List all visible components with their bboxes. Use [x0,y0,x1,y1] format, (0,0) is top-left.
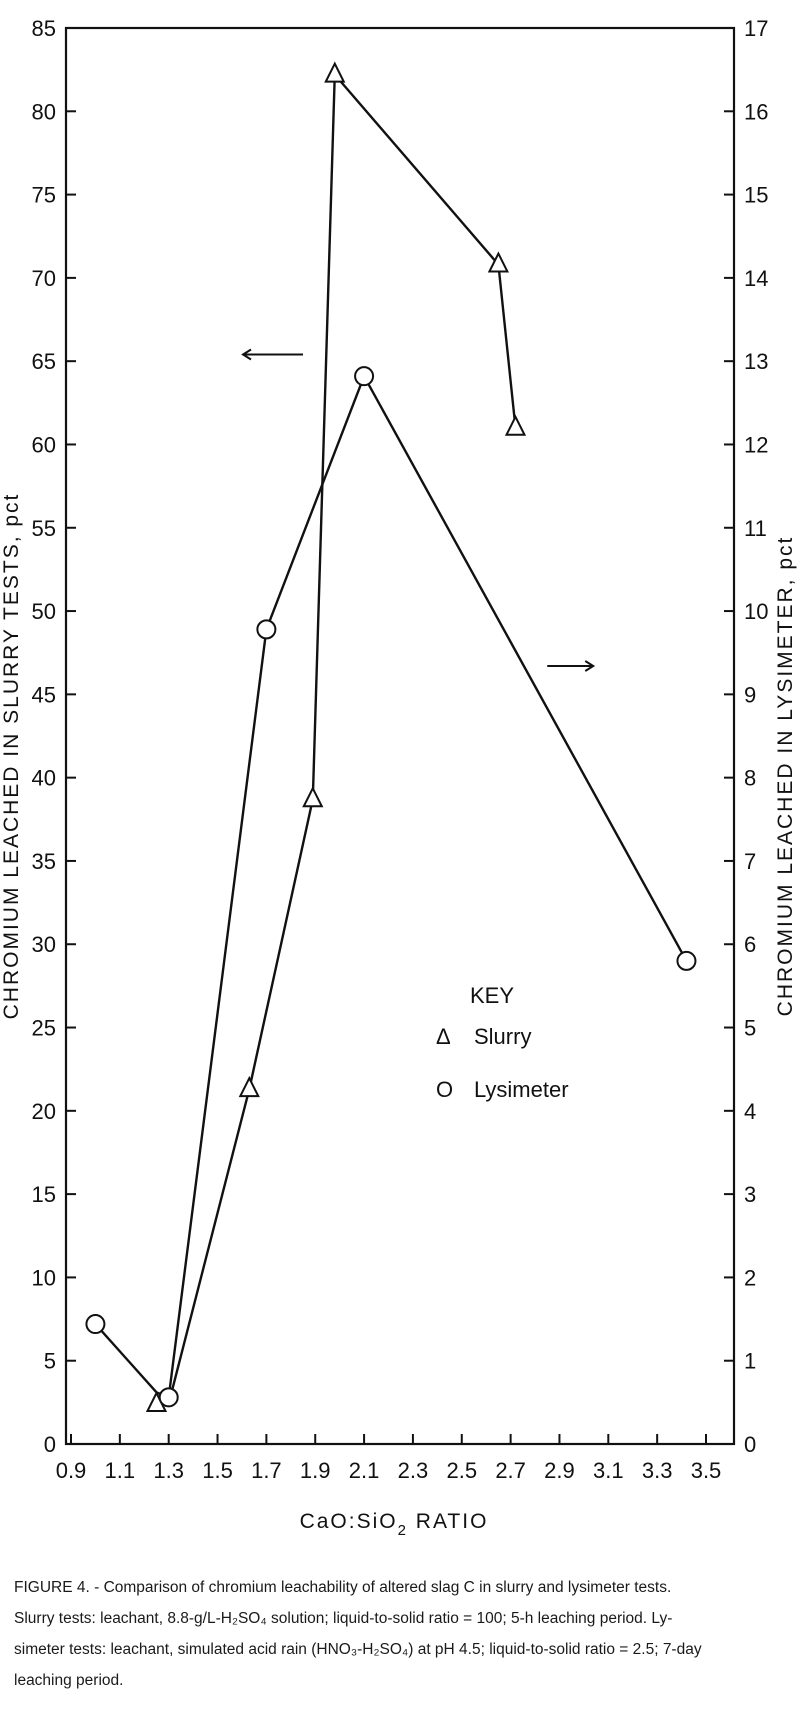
slurry-point [324,61,346,83]
x-tick-label: 2.5 [446,1458,477,1483]
x-tick-label: 3.3 [642,1458,673,1483]
arrow-head [241,348,252,361]
y-right-tick-label: 6 [744,932,756,957]
legend-label-slurry: Slurry [474,1024,531,1049]
y-left-axis-title: CHROMIUM LEACHED IN SLURRY TESTS, pct [0,493,23,1020]
y-left-tick-label: 65 [32,349,56,374]
lysimeter-point [354,366,375,387]
x-tick-label: 3.5 [691,1458,722,1483]
y-left-tick-label: 25 [32,1016,56,1041]
legend-title: KEY [470,983,514,1008]
legend-symbol-lysimeter: O [436,1077,453,1102]
y-right-tick-label: 10 [744,599,768,624]
y-right-tick-label: 17 [744,16,768,41]
x-tick-label: 0.9 [56,1458,87,1483]
y-right-tick-label: 12 [744,432,768,457]
arrow-head [584,660,596,672]
y-left-tick-label: 5 [44,1349,56,1374]
y-left-tick-label: 35 [32,849,56,874]
caption-line: simeter tests: leachant, simulated acid … [14,1641,702,1658]
y-left-tick-label: 10 [32,1265,56,1290]
lysimeter-line [94,374,688,1399]
y-left-tick-label: 50 [32,599,56,624]
chart: 0510152025303540455055606570758085012345… [0,16,797,1539]
lysimeter-point [85,1314,106,1335]
y-left-tick-label: 0 [44,1432,56,1457]
legend-symbol-slurry: Δ [436,1024,451,1049]
y-right-tick-label: 7 [744,849,756,874]
y-right-tick-label: 15 [744,183,768,208]
y-left-tick-label: 20 [32,1099,56,1124]
y-left-tick-label: 85 [32,16,56,41]
lysimeter-point [256,619,277,640]
x-tick-label: 1.7 [251,1458,282,1483]
y-left-tick-label: 40 [32,766,56,791]
y-left-tick-label: 60 [32,432,56,457]
x-tick-label: 2.3 [398,1458,429,1483]
lysimeter-point [676,950,697,971]
x-tick-label: 3.1 [593,1458,624,1483]
y-right-tick-label: 11 [744,516,767,541]
slurry-point [504,414,527,436]
caption-line: leaching period. [14,1672,124,1689]
y-right-tick-label: 2 [744,1265,756,1290]
y-right-tick-label: 0 [744,1432,756,1457]
x-tick-label: 2.9 [544,1458,575,1483]
caption-line: FIGURE 4. - Comparison of chromium leach… [14,1579,672,1596]
y-left-tick-label: 70 [32,266,56,291]
lysimeter-point [158,1387,179,1408]
slurry-point [487,251,510,273]
y-right-tick-label: 1 [744,1349,756,1374]
x-tick-label: 1.5 [202,1458,233,1483]
y-right-tick-label: 4 [744,1099,756,1124]
legend-label-lysimeter: Lysimeter [474,1077,569,1102]
y-left-tick-label: 75 [32,183,56,208]
x-axis-title: CaO:SiO2 RATIO [300,1510,489,1539]
y-right-tick-label: 16 [744,99,768,124]
y-left-tick-label: 45 [32,682,56,707]
y-left-tick-label: 15 [32,1182,56,1207]
x-tick-label: 2.1 [349,1458,380,1483]
slurry-point [302,786,324,808]
y-right-axis-title: CHROMIUM LEACHED IN LYSIMETER, pct [774,536,797,1017]
figure-caption: FIGURE 4. - Comparison of chromium leach… [14,1572,774,1696]
slurry-line [155,73,517,1406]
y-left-tick-label: 80 [32,99,56,124]
plot-frame [64,26,736,1446]
y-right-tick-label: 9 [744,682,756,707]
slurry-point [238,1075,260,1098]
x-tick-label: 1.9 [300,1458,331,1483]
y-right-tick-label: 14 [744,266,768,291]
x-tick-label: 1.1 [105,1458,136,1483]
y-right-tick-label: 5 [744,1016,756,1041]
x-tick-label: 2.7 [495,1458,526,1483]
caption-line: Slurry tests: leachant, 8.8-g/L-H₂SO₄ so… [14,1610,673,1627]
y-left-tick-label: 55 [32,516,56,541]
y-right-tick-label: 13 [744,349,768,374]
y-left-tick-label: 30 [32,932,56,957]
x-tick-label: 1.3 [153,1458,184,1483]
y-right-tick-label: 3 [744,1182,756,1207]
y-right-tick-label: 8 [744,766,756,791]
